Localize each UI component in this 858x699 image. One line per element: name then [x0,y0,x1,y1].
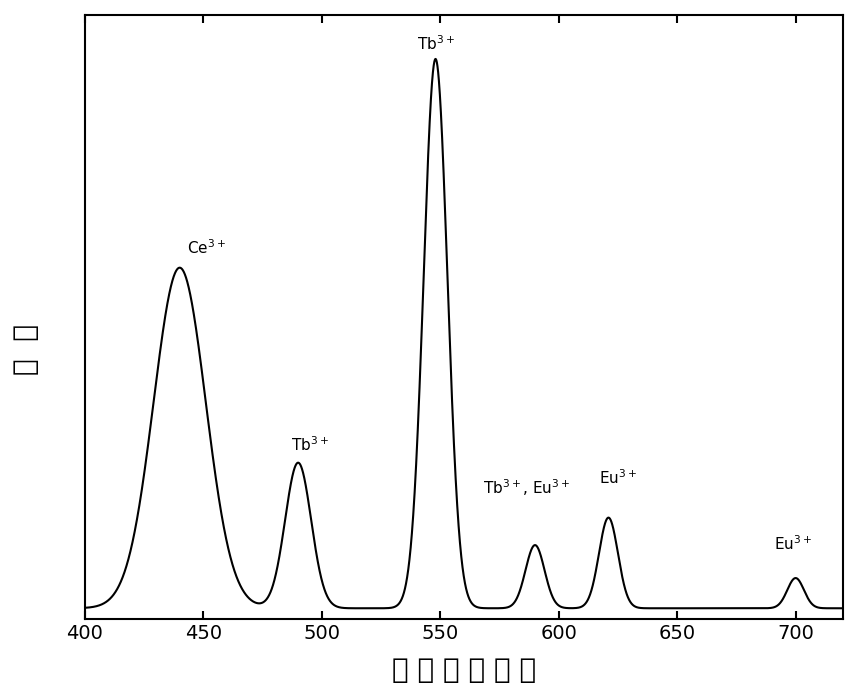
Text: Tb$^{3+}$: Tb$^{3+}$ [291,435,329,454]
Text: Tb$^{3+}$, Eu$^{3+}$: Tb$^{3+}$, Eu$^{3+}$ [483,477,571,498]
Text: 峰  强: 峰 强 [12,324,39,375]
X-axis label: 波 长 （ 纳 米 ）: 波 长 （ 纳 米 ） [392,657,536,684]
Text: Eu$^{3+}$: Eu$^{3+}$ [774,535,813,554]
Text: Ce$^{3+}$: Ce$^{3+}$ [187,238,226,257]
Text: Eu$^{3+}$: Eu$^{3+}$ [599,469,637,487]
Text: Tb$^{3+}$: Tb$^{3+}$ [417,35,455,53]
